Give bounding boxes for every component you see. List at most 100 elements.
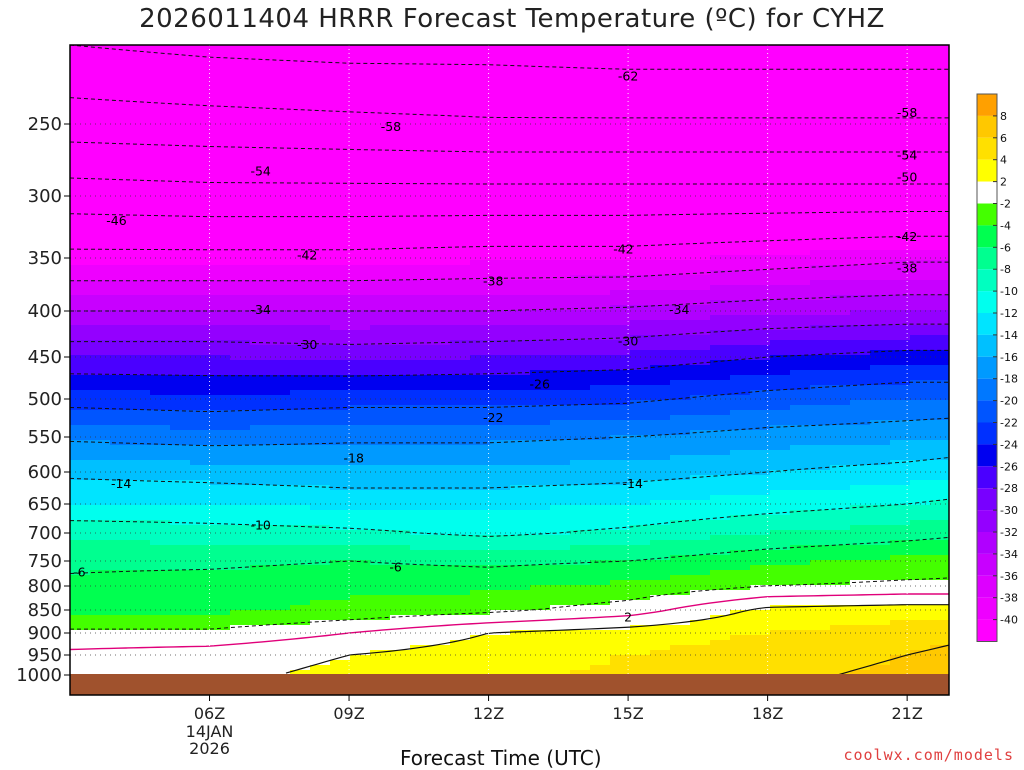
temperature-cell [650, 440, 671, 446]
temperature-cell [370, 370, 391, 376]
temperature-cell [390, 350, 411, 356]
temperature-cell [390, 355, 411, 361]
temperature-cell [510, 280, 531, 286]
temperature-cell [410, 90, 431, 96]
temperature-cell [450, 45, 471, 51]
temperature-cell [110, 300, 131, 306]
temperature-cell [810, 500, 831, 506]
temperature-cell [690, 175, 711, 181]
temperature-cell [430, 315, 451, 321]
temperature-cell [330, 155, 351, 161]
temperature-cell [110, 205, 131, 211]
temperature-cell [190, 410, 211, 416]
temperature-cell [250, 410, 271, 416]
temperature-cell [170, 320, 191, 326]
temperature-cell [70, 505, 91, 511]
temperature-cell [810, 380, 831, 386]
temperature-cell [390, 450, 411, 456]
temperature-cell [190, 450, 211, 456]
temperature-cell [330, 315, 351, 321]
temperature-cell [530, 550, 551, 556]
temperature-cell [610, 500, 631, 506]
temperature-cell [710, 320, 731, 326]
temperature-cell [270, 590, 291, 596]
temperature-cell [450, 500, 471, 506]
temperature-cell [650, 385, 671, 391]
temperature-cell [710, 490, 731, 496]
temperature-cell [430, 445, 451, 451]
temperature-cell [790, 80, 811, 86]
temperature-cell [830, 215, 851, 221]
temperature-cell [170, 510, 191, 516]
temperature-cell [330, 290, 351, 296]
temperature-cell [750, 465, 771, 471]
temperature-cell [570, 105, 591, 111]
temperature-cell [230, 285, 251, 291]
temperature-cell [170, 175, 191, 181]
temperature-cell [110, 55, 131, 61]
temperature-cell [70, 420, 91, 426]
temperature-cell [610, 470, 631, 476]
temperature-cell [830, 465, 851, 471]
temperature-cell [230, 300, 251, 306]
temperature-cell [690, 415, 711, 421]
temperature-cell [910, 480, 931, 486]
temperature-cell [790, 525, 811, 531]
temperature-cell [310, 515, 331, 521]
temperature-cell [390, 385, 411, 391]
temperature-cell [270, 420, 291, 426]
temperature-cell [230, 70, 251, 76]
temperature-cell [770, 575, 791, 581]
temperature-cell [910, 575, 931, 581]
temperature-cell [710, 315, 731, 321]
temperature-cell [150, 510, 171, 516]
temperature-cell [230, 350, 251, 356]
temperature-cell [750, 135, 771, 141]
temperature-cell [490, 605, 511, 611]
temperature-cell [850, 275, 871, 281]
temperature-cell [110, 500, 131, 506]
temperature-cell [570, 310, 591, 316]
temperature-cell [490, 130, 511, 136]
temperature-cell [170, 540, 191, 546]
temperature-cell [790, 480, 811, 486]
temperature-cell [650, 465, 671, 471]
temperature-cell [490, 70, 511, 76]
temperature-cell [890, 470, 911, 476]
temperature-cell [730, 190, 751, 196]
temperature-cell [730, 320, 751, 326]
temperature-cell [850, 520, 871, 526]
temperature-cell [830, 425, 851, 431]
temperature-cell [130, 415, 151, 421]
temperature-cell [710, 65, 731, 71]
temperature-cell [790, 225, 811, 231]
temperature-cell [510, 155, 531, 161]
temperature-cell [130, 280, 151, 286]
temperature-cell [170, 475, 191, 481]
temperature-cell [650, 165, 671, 171]
temperature-cell [210, 205, 231, 211]
temperature-cell [890, 200, 911, 206]
temperature-cell [230, 150, 251, 156]
temperature-cell [810, 220, 831, 226]
temperature-cell [430, 460, 451, 466]
temperature-cell [910, 425, 931, 431]
temperature-cell [230, 585, 251, 591]
temperature-cell [390, 95, 411, 101]
temperature-cell [770, 545, 791, 551]
temperature-cell [910, 260, 931, 266]
temperature-cell [110, 330, 131, 336]
temperature-cell [510, 590, 531, 596]
temperature-cell [210, 545, 231, 551]
temperature-cell [470, 605, 491, 611]
temperature-cell [730, 290, 751, 296]
temperature-cell [410, 410, 431, 416]
temperature-cell [230, 405, 251, 411]
temperature-cell [450, 55, 471, 61]
temperature-cell [870, 200, 891, 206]
temperature-cell [710, 405, 731, 411]
temperature-cell [210, 445, 231, 451]
temperature-cell [870, 480, 891, 486]
temperature-cell [490, 475, 511, 481]
temperature-cell [610, 350, 631, 356]
